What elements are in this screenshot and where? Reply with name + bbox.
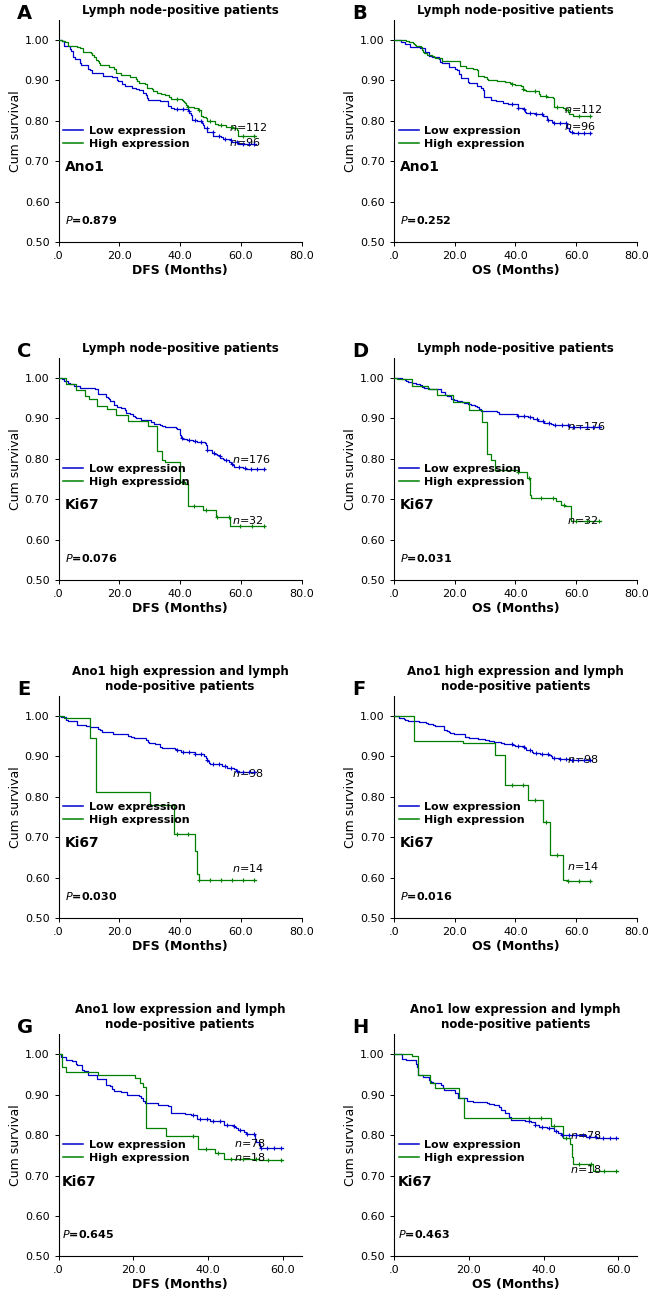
X-axis label: OS (Months): OS (Months): [472, 1279, 559, 1292]
Legend: Low expression, High expression: Low expression, High expression: [399, 1141, 525, 1163]
Y-axis label: Cum survival: Cum survival: [344, 1104, 358, 1186]
Text: $\it{n}$=32: $\it{n}$=32: [567, 514, 599, 526]
Text: Ano1: Ano1: [64, 160, 105, 174]
Text: $\it{n}$=14: $\it{n}$=14: [567, 859, 599, 872]
Title: Ano1 high expression and lymph
node-positive patients: Ano1 high expression and lymph node-posi…: [72, 665, 289, 693]
Title: Lymph node-positive patients: Lymph node-positive patients: [417, 342, 614, 355]
Text: B: B: [352, 4, 367, 23]
Text: $\it{n}$=98: $\it{n}$=98: [231, 767, 263, 779]
Text: Ano1: Ano1: [400, 160, 440, 174]
Text: $\it{n}$=78: $\it{n}$=78: [569, 1129, 601, 1141]
Legend: Low expression, High expression: Low expression, High expression: [63, 1141, 190, 1163]
Text: $\it{n}$=78: $\it{n}$=78: [234, 1137, 266, 1150]
Text: E: E: [17, 680, 31, 699]
Title: Lymph node-positive patients: Lymph node-positive patients: [417, 4, 614, 17]
Text: $\it{n}$=112: $\it{n}$=112: [564, 103, 603, 115]
Text: $\it{n}$=18: $\it{n}$=18: [569, 1164, 601, 1176]
Text: $\it{P}$=0.076: $\it{P}$=0.076: [64, 552, 117, 564]
Text: Ki67: Ki67: [398, 1174, 432, 1189]
Legend: Low expression, High expression: Low expression, High expression: [399, 802, 525, 825]
Text: $\it{n}$=176: $\it{n}$=176: [567, 421, 606, 432]
Y-axis label: Cum survival: Cum survival: [9, 1104, 22, 1186]
Title: Lymph node-positive patients: Lymph node-positive patients: [82, 342, 278, 355]
X-axis label: OS (Months): OS (Months): [472, 940, 559, 953]
Text: Ki67: Ki67: [400, 836, 435, 850]
Text: D: D: [352, 342, 369, 361]
Text: $\it{P}$=0.252: $\it{P}$=0.252: [400, 214, 452, 225]
X-axis label: DFS (Months): DFS (Months): [132, 264, 228, 277]
X-axis label: DFS (Months): DFS (Months): [132, 602, 228, 615]
Legend: Low expression, High expression: Low expression, High expression: [63, 802, 190, 825]
Text: Ki67: Ki67: [400, 499, 435, 512]
Text: $\it{n}$=14: $\it{n}$=14: [231, 862, 264, 874]
Text: $\it{P}$=0.879: $\it{P}$=0.879: [64, 214, 117, 225]
Y-axis label: Cum survival: Cum survival: [344, 428, 358, 510]
Y-axis label: Cum survival: Cum survival: [344, 766, 358, 848]
Text: Ki67: Ki67: [64, 499, 99, 512]
Text: G: G: [17, 1018, 33, 1038]
Title: Ano1 low expression and lymph
node-positive patients: Ano1 low expression and lymph node-posit…: [410, 1004, 621, 1031]
Legend: Low expression, High expression: Low expression, High expression: [63, 464, 190, 487]
Text: F: F: [352, 680, 366, 699]
Y-axis label: Cum survival: Cum survival: [344, 90, 358, 172]
Text: $\it{n}$=32: $\it{n}$=32: [231, 514, 263, 526]
Y-axis label: Cum survival: Cum survival: [9, 428, 22, 510]
Text: $\it{n}$=98: $\it{n}$=98: [567, 753, 599, 764]
Text: A: A: [17, 4, 32, 23]
Y-axis label: Cum survival: Cum survival: [9, 766, 22, 848]
Text: $\it{P}$=0.030: $\it{P}$=0.030: [64, 891, 117, 902]
Text: C: C: [17, 342, 32, 361]
Text: $\it{P}$=0.463: $\it{P}$=0.463: [398, 1228, 450, 1241]
Legend: Low expression, High expression: Low expression, High expression: [399, 126, 525, 148]
Legend: Low expression, High expression: Low expression, High expression: [399, 464, 525, 487]
Text: $\it{P}$=0.031: $\it{P}$=0.031: [400, 552, 452, 564]
X-axis label: DFS (Months): DFS (Months): [132, 1279, 228, 1292]
Title: Lymph node-positive patients: Lymph node-positive patients: [82, 4, 278, 17]
X-axis label: DFS (Months): DFS (Months): [132, 940, 228, 953]
Text: Ki67: Ki67: [64, 836, 99, 850]
Text: Ki67: Ki67: [62, 1174, 97, 1189]
X-axis label: OS (Months): OS (Months): [472, 602, 559, 615]
Text: $\it{P}$=0.016: $\it{P}$=0.016: [400, 891, 453, 902]
Title: Ano1 low expression and lymph
node-positive patients: Ano1 low expression and lymph node-posit…: [75, 1004, 285, 1031]
Text: $\it{n}$=96: $\it{n}$=96: [564, 120, 596, 132]
Text: $\it{P}$=0.645: $\it{P}$=0.645: [62, 1228, 114, 1241]
Text: $\it{n}$=18: $\it{n}$=18: [234, 1151, 266, 1163]
Y-axis label: Cum survival: Cum survival: [9, 90, 22, 172]
Text: $\it{n}$=176: $\it{n}$=176: [231, 453, 270, 465]
Text: H: H: [352, 1018, 369, 1038]
X-axis label: OS (Months): OS (Months): [472, 264, 559, 277]
Text: $\it{n}$=112: $\it{n}$=112: [229, 121, 267, 133]
Text: $\it{n}$=96: $\it{n}$=96: [229, 135, 261, 147]
Legend: Low expression, High expression: Low expression, High expression: [63, 126, 190, 148]
Title: Ano1 high expression and lymph
node-positive patients: Ano1 high expression and lymph node-posi…: [407, 665, 624, 693]
